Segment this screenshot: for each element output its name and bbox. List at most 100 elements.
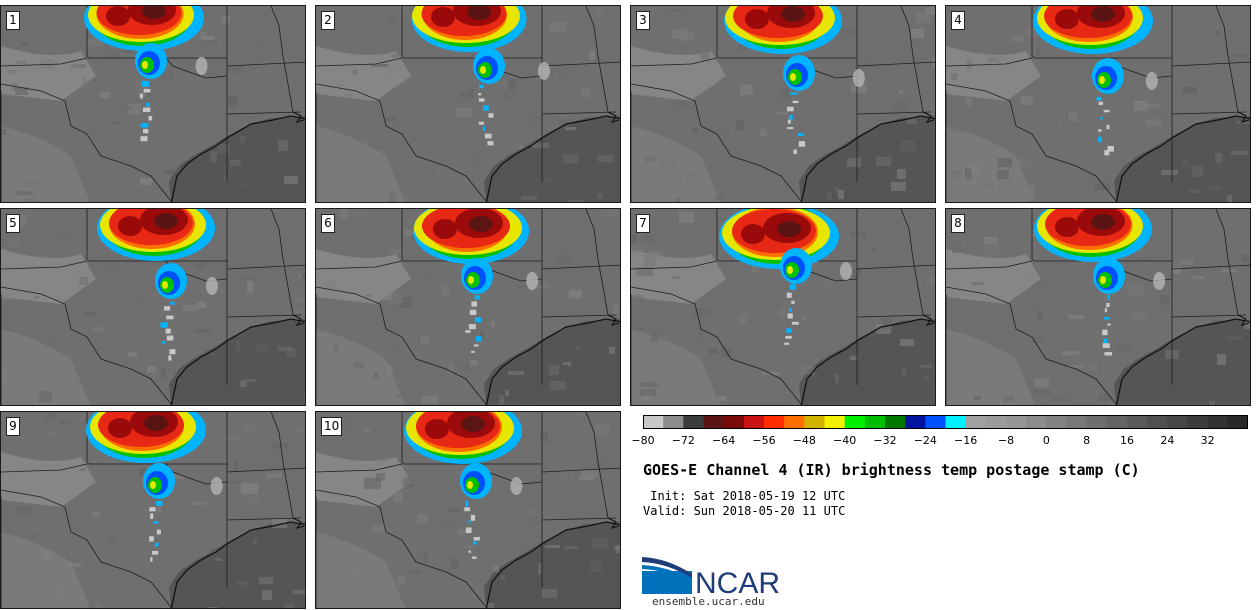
logo-wordmark: NCAR — [695, 567, 780, 595]
state-border — [226, 264, 305, 270]
convective-cloud-shield — [86, 412, 206, 463]
terrain-texture — [672, 29, 687, 39]
terrain-texture — [43, 551, 49, 561]
panel-number-label: 2 — [321, 11, 335, 30]
terrain-texture — [202, 36, 215, 40]
panel-map-6 — [316, 209, 620, 405]
terrain-texture — [294, 309, 305, 313]
terrain-texture — [998, 147, 1002, 157]
terrain-texture — [47, 341, 55, 348]
convective-cloud-shield — [719, 209, 839, 269]
gulf-coastline — [170, 521, 305, 608]
terrain-texture — [197, 302, 206, 308]
terrain-texture — [1134, 101, 1148, 111]
terrain-texture — [353, 362, 364, 368]
terrain-texture — [389, 6, 406, 14]
terrain-texture — [1027, 275, 1033, 279]
colorbar-swatch — [1187, 415, 1209, 429]
terrain-texture — [559, 119, 571, 125]
storm-cell — [787, 266, 793, 274]
storm-debris — [1104, 308, 1108, 313]
terrain-texture — [462, 363, 470, 371]
state-border — [856, 314, 932, 318]
terrain-texture — [173, 474, 185, 479]
terrain-texture — [8, 70, 17, 74]
storm-debris — [168, 355, 172, 361]
terrain-texture — [195, 263, 205, 270]
terrain-texture — [760, 129, 767, 136]
storm-debris — [484, 133, 492, 139]
terrain-texture — [262, 590, 272, 600]
storm-debris — [787, 119, 791, 124]
terrain-texture — [508, 371, 524, 375]
terrain-texture — [1036, 287, 1046, 296]
terrain-texture — [167, 202, 179, 203]
terrain-texture — [532, 143, 549, 148]
terrain-texture — [1130, 317, 1143, 323]
storm-cell — [790, 73, 796, 81]
colorbar-swatch — [804, 415, 825, 429]
storm-debris — [160, 322, 168, 328]
panel-map-4 — [946, 6, 1250, 202]
storm-debris — [149, 536, 154, 542]
terrain-texture — [344, 6, 354, 13]
storm-debris — [1098, 129, 1102, 132]
terrain-texture — [183, 305, 198, 311]
storm-line — [461, 258, 539, 353]
terrain-texture — [1218, 98, 1227, 101]
storm-debris — [141, 80, 150, 87]
cloud-core — [144, 415, 168, 431]
storm-debris — [473, 536, 480, 541]
storm-debris — [154, 542, 159, 547]
storm-debris — [482, 126, 486, 131]
gulf-coastline — [1115, 115, 1250, 202]
terrain-texture — [595, 9, 603, 17]
storm-debris — [792, 100, 799, 104]
terrain-texture — [140, 178, 152, 185]
terrain-texture — [227, 96, 238, 107]
terrain-texture — [876, 157, 891, 166]
panel-map-8 — [946, 209, 1250, 405]
terrain-texture — [168, 71, 174, 80]
terrain-texture — [501, 575, 505, 580]
state-border — [1171, 111, 1247, 115]
terrain-texture — [240, 585, 245, 588]
terrain-texture — [124, 50, 133, 53]
terrain-texture — [458, 529, 467, 534]
colorbar-swatch — [925, 415, 946, 429]
terrain-texture — [354, 211, 369, 220]
terrain-texture — [227, 481, 238, 484]
terrain-texture — [393, 492, 403, 502]
mexico-terrain — [946, 329, 1036, 405]
terrain-texture — [217, 144, 230, 154]
terrain-texture — [640, 389, 656, 396]
state-border — [270, 6, 294, 113]
terrain-texture — [1069, 315, 1085, 319]
terrain-texture — [92, 512, 100, 517]
terrain-texture — [247, 496, 260, 504]
terrain-texture — [847, 158, 861, 167]
terrain-texture — [1014, 201, 1024, 202]
terrain-texture — [161, 369, 165, 378]
storm-debris — [478, 98, 485, 102]
terrain-texture — [632, 295, 643, 302]
terrain-texture — [227, 66, 243, 74]
terrain-texture — [775, 112, 788, 115]
storm-debris — [478, 93, 482, 96]
cloud-core — [142, 6, 166, 19]
convective-cloud-shield — [724, 6, 842, 54]
terrain-texture — [459, 93, 468, 97]
terrain-texture — [391, 293, 402, 303]
colorbar-tick-label: −40 — [833, 434, 857, 447]
storm-cell — [468, 276, 474, 284]
mexico-terrain — [1, 532, 91, 608]
terrain-texture — [602, 209, 618, 217]
terrain-texture — [340, 209, 348, 218]
gulf-coastline — [485, 115, 620, 202]
terrain-texture — [576, 347, 582, 350]
us-mexico-border — [1, 489, 173, 608]
colorbar-swatch — [643, 415, 664, 429]
terrain-texture — [965, 168, 972, 179]
terrain-texture — [39, 391, 52, 402]
cirrus-patch — [1145, 72, 1158, 90]
